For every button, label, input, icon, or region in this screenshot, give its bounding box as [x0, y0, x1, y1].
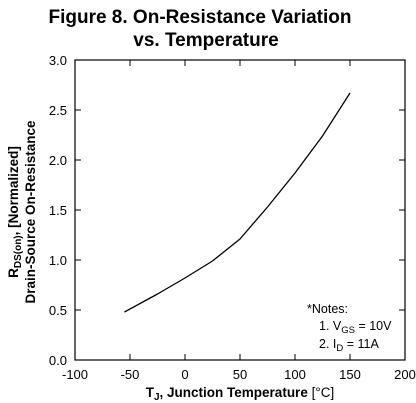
- y-axis-label-line2: Drain-Source On-Resistance: [23, 120, 38, 304]
- series-layer: [124, 92, 351, 313]
- y-tick-label: 0.0: [49, 353, 67, 368]
- x-tick-label: 150: [339, 367, 361, 382]
- chart-title: Figure 8. On-Resistance Variation: [48, 7, 351, 28]
- plot-frame: [74, 59, 406, 361]
- x-axis-label: TJ, Junction Temperature [°C]: [146, 385, 335, 403]
- y-tick-label: 3.0: [49, 53, 67, 68]
- x-tick-label: 0: [181, 367, 188, 382]
- y-tick-label: 2.0: [49, 153, 67, 168]
- y-axis-label-line1: RDS(on), [Normalized]: [6, 146, 24, 278]
- notes-block: *Notes: 1. VGS = 10V 2. ID = 11A: [307, 302, 392, 354]
- note-item-1: 1. VGS = 10V: [319, 319, 392, 336]
- x-tick-label: 200: [394, 367, 416, 382]
- notes-header: *Notes:: [307, 302, 348, 316]
- x-tick-label: -100: [62, 367, 88, 382]
- series-line: [124, 92, 351, 313]
- y-tick-label: 1.0: [49, 253, 67, 268]
- y-tick-label: 1.5: [49, 203, 67, 218]
- y-tick-label: 2.5: [49, 103, 67, 118]
- x-tick-label: 50: [233, 367, 247, 382]
- y-tick-label: 0.5: [49, 303, 67, 318]
- chart-subtitle: vs. Temperature: [133, 30, 278, 51]
- x-tick-label: -50: [121, 367, 140, 382]
- x-tick-label: 100: [284, 367, 306, 382]
- y-axis-ticks: 0.0 0.5 1.0 1.5 2.0 2.5 3.0: [49, 53, 405, 368]
- x-axis-ticks: -100 -50 0 50 100 150 200: [62, 60, 416, 382]
- note-item-2: 2. ID = 11A: [319, 337, 379, 354]
